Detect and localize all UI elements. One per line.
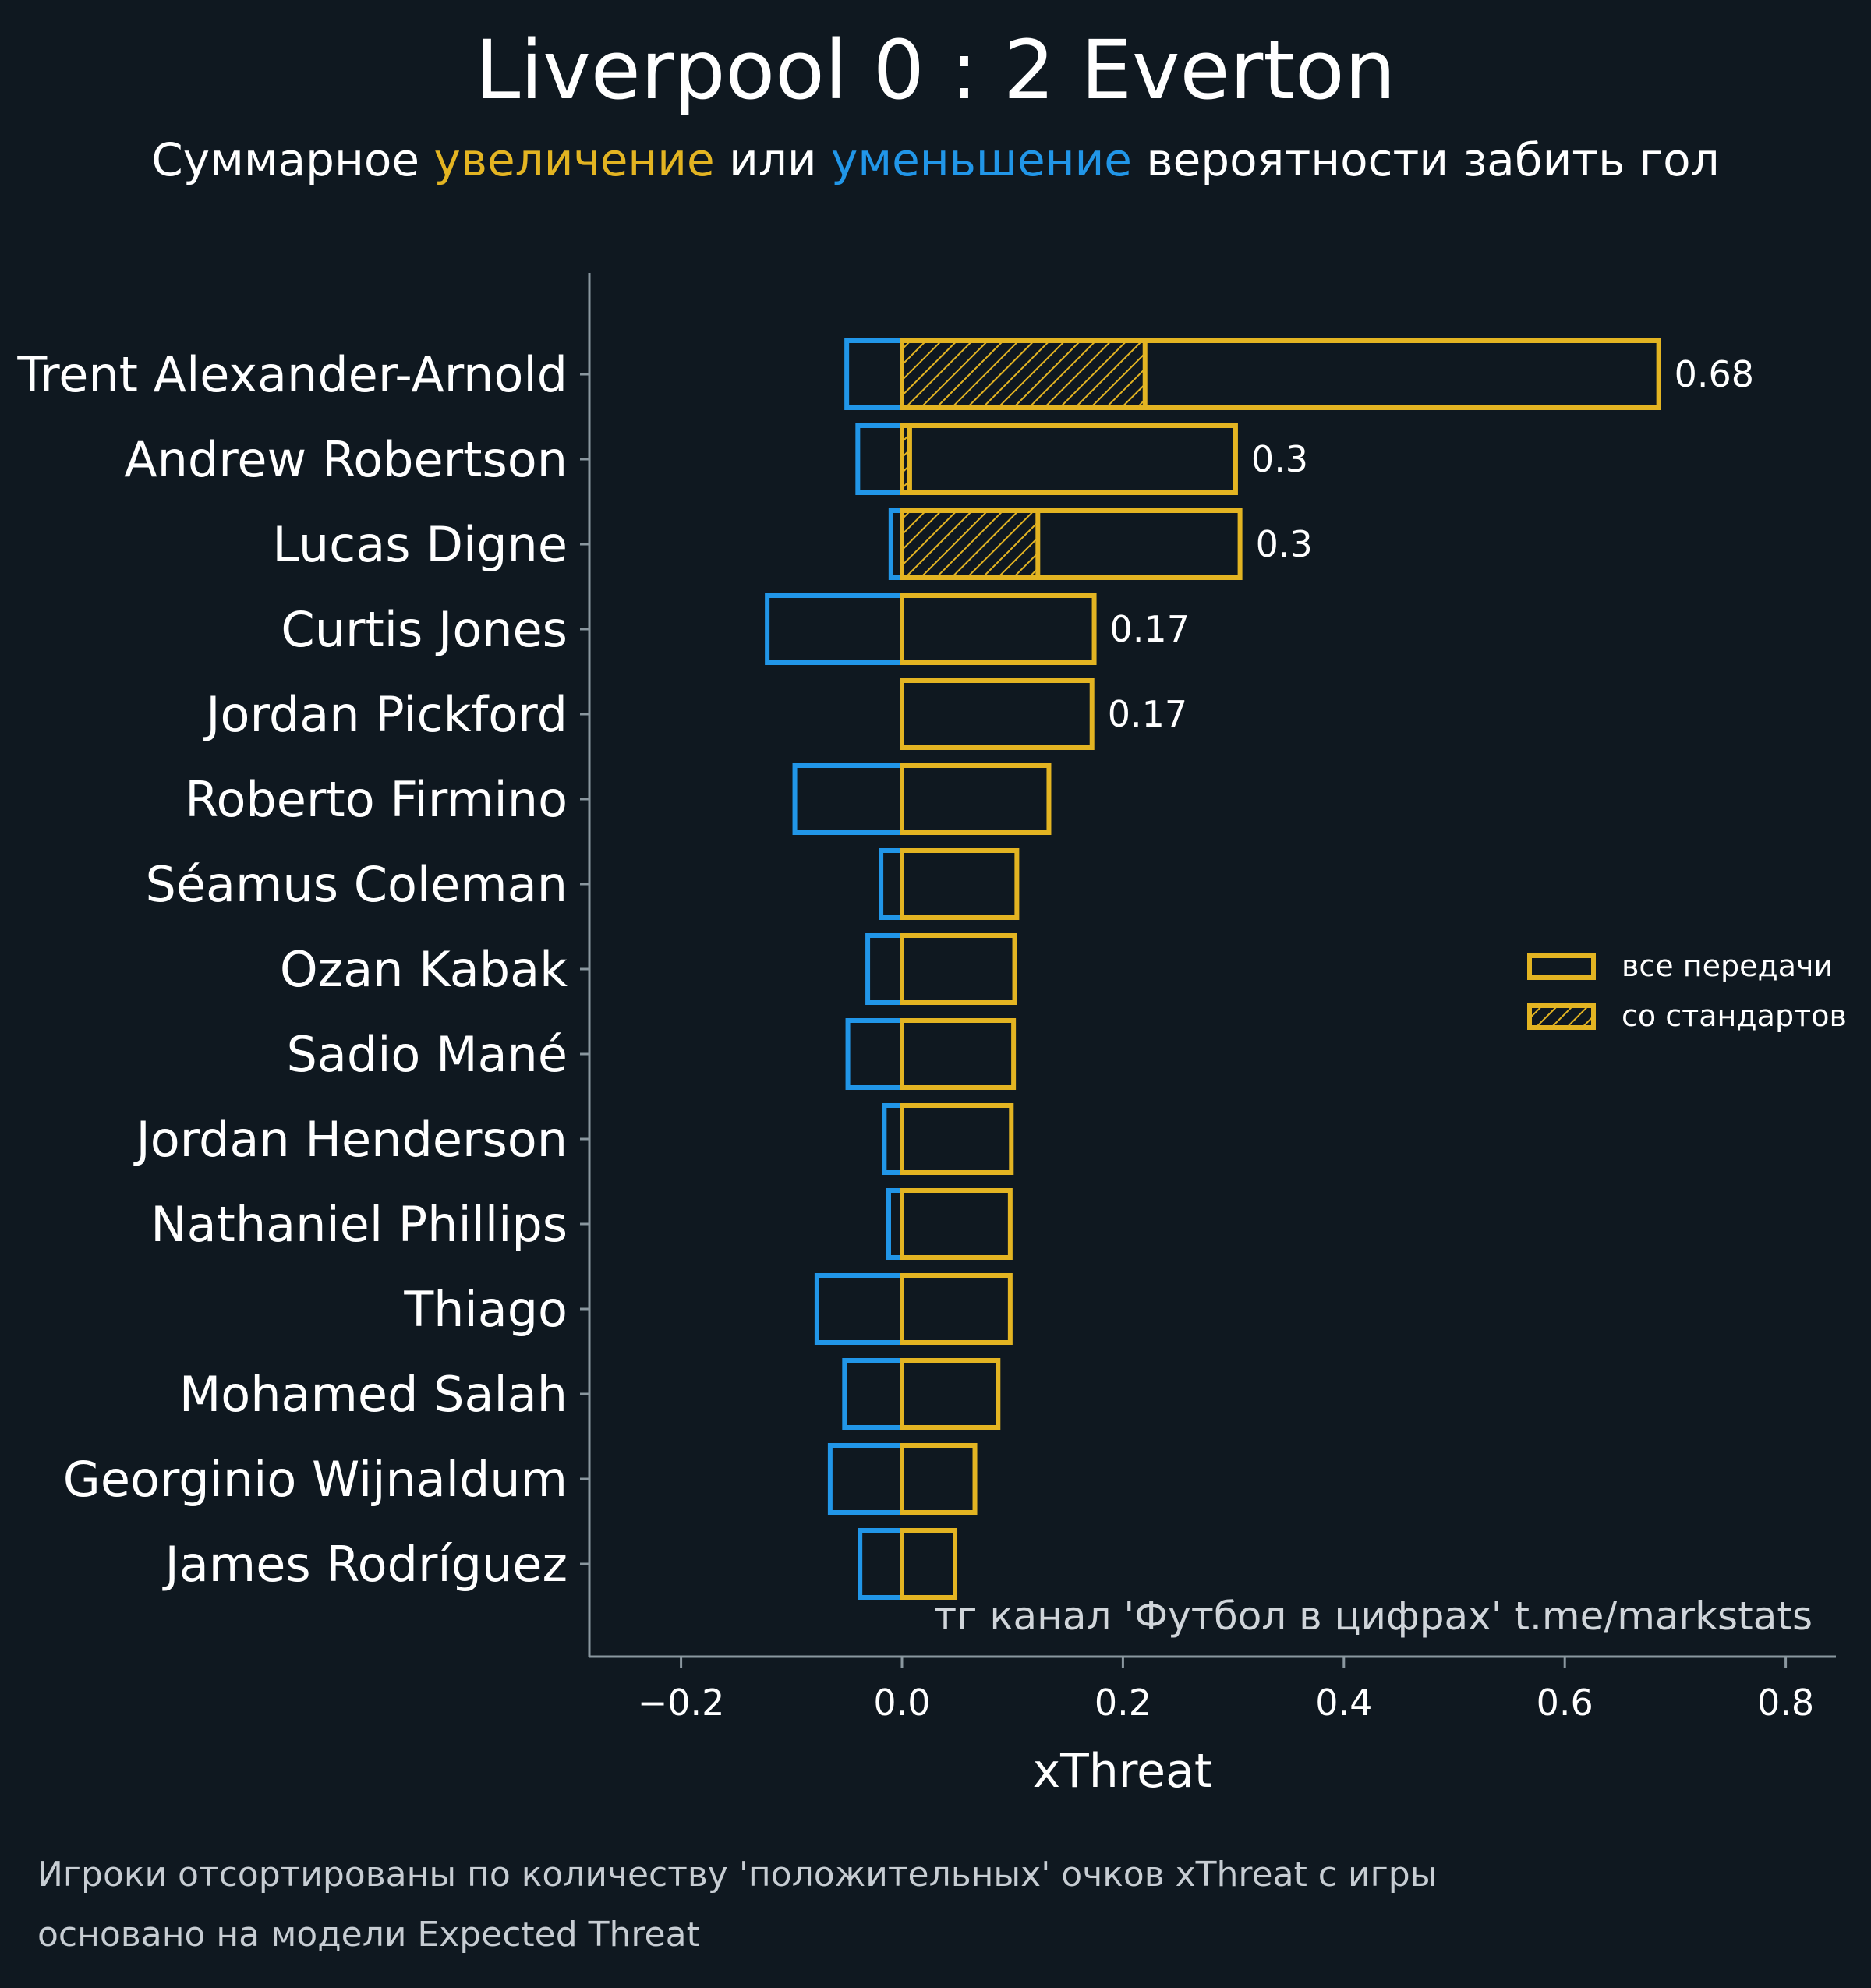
bar-negative bbox=[842, 1358, 905, 1430]
bar-value-label: 0.3 bbox=[1251, 438, 1308, 480]
y-tick-label: Jordan Pickford bbox=[203, 686, 568, 743]
bar-positive bbox=[900, 1273, 1013, 1345]
x-tick-label: 0.0 bbox=[873, 1682, 930, 1724]
bar-negative bbox=[844, 338, 905, 410]
plot-area: Trent Alexander-Arnold 0.68 Andrew Roberts… bbox=[16, 338, 1814, 1724]
x-tick-label: 0.6 bbox=[1537, 1682, 1593, 1724]
bar-negative bbox=[882, 1103, 905, 1175]
bar-negative bbox=[827, 1443, 905, 1515]
bar-positive bbox=[900, 508, 1243, 580]
y-tick-label: Ozan Kabak bbox=[280, 941, 568, 998]
bar-value-label: 0.3 bbox=[1256, 523, 1313, 565]
chart-subtitle: Суммарное увеличение или уменьшение веро… bbox=[0, 129, 1871, 191]
bar-negative bbox=[765, 593, 904, 665]
bar-positive bbox=[900, 678, 1095, 750]
subtitle-prefix: Суммарное bbox=[151, 133, 434, 186]
bar-positive bbox=[900, 1443, 978, 1515]
bar-positive bbox=[900, 1018, 1017, 1090]
bar-value-label: 0.68 bbox=[1675, 353, 1754, 395]
bar-positive bbox=[900, 1528, 958, 1600]
bar-negative bbox=[858, 1528, 905, 1600]
subtitle-suffix: вероятности забить гол bbox=[1131, 133, 1720, 186]
x-tick-label: −0.2 bbox=[638, 1682, 725, 1724]
y-tick-label: Séamus Coleman bbox=[146, 856, 568, 913]
y-tick-label: Nathaniel Phillips bbox=[150, 1196, 568, 1253]
legend-label-all-passes: все передачи bbox=[1622, 949, 1833, 983]
bar-set-pieces bbox=[900, 508, 1041, 580]
bar-positive bbox=[900, 1103, 1014, 1175]
legend-label-set-pieces: со стандартов bbox=[1622, 999, 1847, 1033]
y-tick-label: Andrew Robertson bbox=[124, 431, 568, 488]
footnote-sorting: Игроки отсортированы по количеству 'поло… bbox=[37, 1855, 1438, 1894]
watermark: тг канал 'Футбол в цифрах' t.me/markstat… bbox=[934, 1594, 1813, 1639]
bar-negative bbox=[879, 848, 905, 920]
subtitle-middle: или bbox=[714, 133, 832, 186]
x-tick-label: 0.4 bbox=[1315, 1682, 1372, 1724]
y-tick-label: Trent Alexander-Arnold bbox=[16, 346, 568, 403]
x-tick-label: 0.8 bbox=[1757, 1682, 1814, 1724]
bar-positive bbox=[900, 423, 1238, 495]
footnote-model: основано на модели Expected Threat bbox=[37, 1915, 700, 1954]
y-tick-label: Thiago bbox=[403, 1281, 568, 1338]
bar-negative bbox=[845, 1018, 905, 1090]
bar-positive bbox=[900, 763, 1052, 835]
y-tick-label: James Rodríguez bbox=[162, 1536, 568, 1593]
subtitle-decrease: уменьшение bbox=[831, 133, 1132, 186]
y-tick-label: Roberto Firmino bbox=[185, 771, 568, 828]
legend-swatch-set-pieces bbox=[1527, 1003, 1596, 1030]
subtitle-increase: увеличение bbox=[433, 133, 715, 186]
bar-positive bbox=[900, 593, 1097, 665]
legend-swatch-all-passes bbox=[1527, 953, 1596, 980]
y-tick-label: Sadio Mané bbox=[287, 1026, 568, 1083]
bar-positive bbox=[900, 338, 1661, 410]
bar-set-pieces bbox=[900, 338, 1148, 410]
bar-positive bbox=[900, 848, 1020, 920]
bar-negative bbox=[865, 933, 904, 1005]
y-tick-label: Jordan Henderson bbox=[133, 1111, 568, 1168]
chart-title: Liverpool 0 : 2 Everton bbox=[475, 23, 1396, 118]
x-tick-label: 0.2 bbox=[1095, 1682, 1151, 1724]
y-tick-label: Georginio Wijnaldum bbox=[63, 1451, 568, 1508]
bar-negative bbox=[814, 1273, 904, 1345]
bar-negative bbox=[792, 763, 905, 835]
bar-positive bbox=[900, 1188, 1013, 1260]
bar-positive bbox=[900, 1358, 1001, 1430]
bar-value-label: 0.17 bbox=[1110, 608, 1190, 650]
bar-positive bbox=[900, 933, 1017, 1005]
bar-negative bbox=[855, 423, 904, 495]
bar-value-label: 0.17 bbox=[1108, 693, 1187, 735]
y-tick-label: Curtis Jones bbox=[281, 601, 568, 658]
y-tick-label: Lucas Digne bbox=[272, 516, 568, 573]
legend: все передачи со стандартов bbox=[1527, 949, 1847, 1033]
x-axis-label: xThreat bbox=[1033, 1744, 1213, 1799]
y-tick-label: Mohamed Salah bbox=[179, 1366, 568, 1423]
